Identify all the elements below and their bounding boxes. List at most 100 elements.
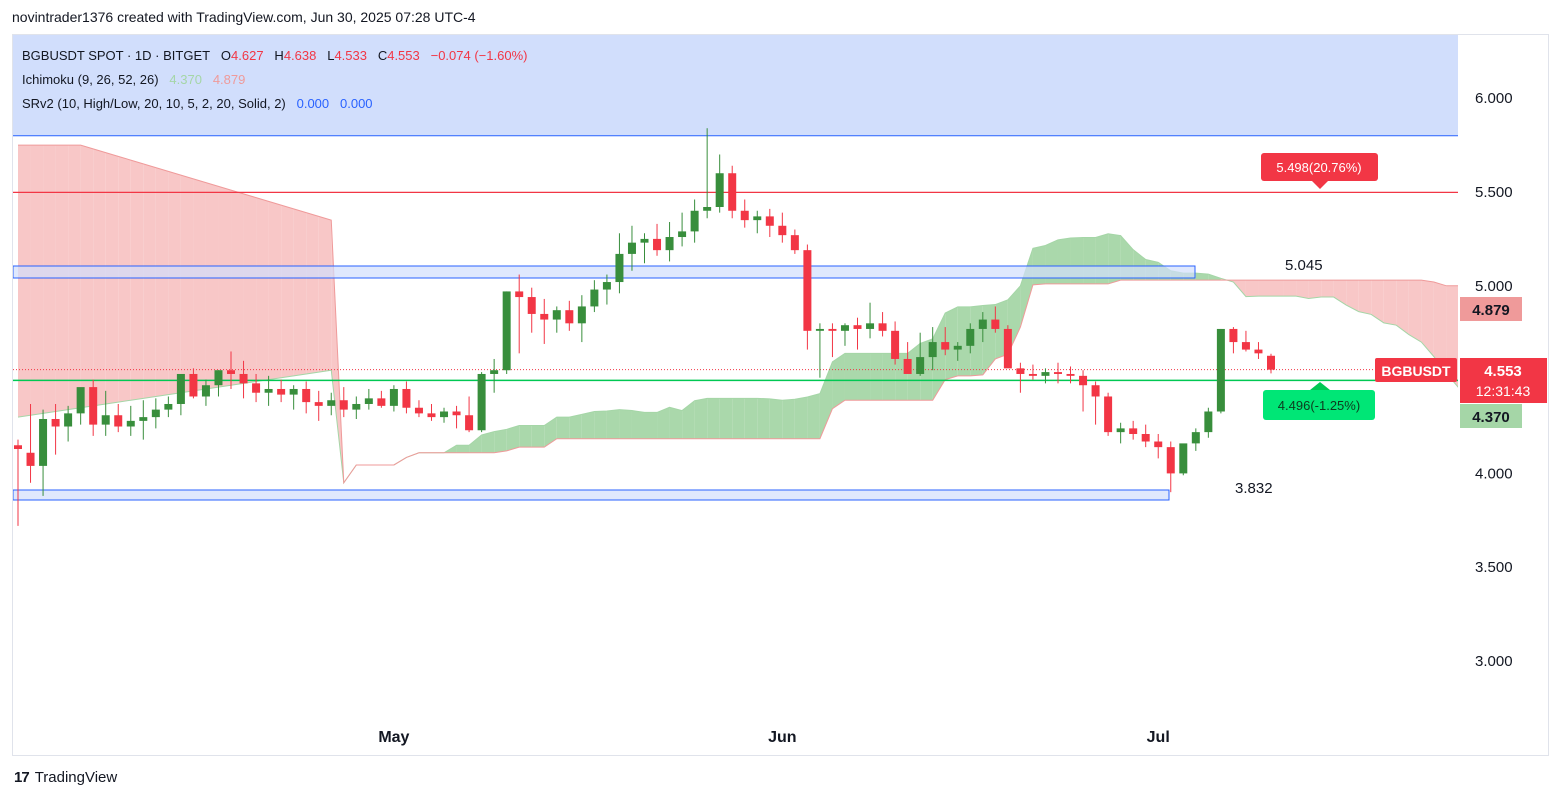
ichimoku-cloud-segment xyxy=(644,412,658,439)
candle-body xyxy=(828,328,837,331)
y-axis-tick-label: 3.000 xyxy=(1475,653,1513,670)
zone-label-mid: 5.045 xyxy=(1285,257,1323,274)
ichimoku-span-b-badge: 4.879 xyxy=(1472,302,1510,319)
candle-body xyxy=(1229,328,1238,343)
candle-body xyxy=(1116,428,1125,433)
ichimoku-cloud-segment xyxy=(1559,310,1563,404)
candle-body xyxy=(815,328,824,331)
legend-ichimoku-row[interactable]: Ichimoku (9, 26, 52, 26) 4.370 4.879 xyxy=(22,68,527,92)
ichimoku-cloud-segment xyxy=(782,399,795,439)
legend-close: 4.553 xyxy=(387,48,420,63)
candle-body xyxy=(590,289,599,307)
candle-body xyxy=(627,242,636,254)
candle-body xyxy=(866,323,875,329)
ichimoku-cloud-segment xyxy=(1433,282,1447,374)
chart-frame[interactable] xyxy=(12,34,1549,756)
y-axis-tick-label: 6.000 xyxy=(1475,90,1513,107)
ichimoku-cloud-segment xyxy=(30,145,44,416)
ichimoku-cloud-segment xyxy=(1383,280,1397,326)
candle-body xyxy=(1129,428,1138,435)
last-price-badge-bg xyxy=(1460,358,1547,403)
candle-body xyxy=(139,417,148,421)
candle-body xyxy=(314,402,323,406)
candle-body xyxy=(878,323,887,331)
candle-body xyxy=(440,411,449,418)
candle-body xyxy=(1154,441,1163,448)
candle-body xyxy=(515,291,524,298)
y-axis-tick-label: 3.500 xyxy=(1475,559,1513,576)
chart-attribution: novintrader1376 created with TradingView… xyxy=(12,9,476,25)
candle-body xyxy=(14,445,22,450)
candle-body xyxy=(602,282,611,290)
ichimoku-cloud-segment xyxy=(130,160,144,401)
ichimoku-cloud-segment xyxy=(268,201,282,380)
candle-body xyxy=(1104,396,1113,433)
ichimoku-cloud-segment xyxy=(1396,280,1409,335)
ichimoku-cloud-segment xyxy=(1296,280,1309,299)
ichimoku-cloud-segment xyxy=(870,353,883,401)
x-axis-tick-label: May xyxy=(378,729,409,746)
candle-body xyxy=(176,373,185,404)
ichimoku-cloud-segment xyxy=(118,156,131,403)
ichimoku-cloud-segment xyxy=(1283,280,1297,297)
ichimoku-cloud-segment xyxy=(669,407,683,439)
candle-body xyxy=(552,310,561,320)
legend-srv2-row[interactable]: SRv2 (10, High/Low, 20, 10, 5, 2, 20, So… xyxy=(22,92,527,116)
candle-body xyxy=(1091,385,1100,397)
ichimoku-span-a-badge-bg xyxy=(1460,404,1522,428)
candle-body xyxy=(1241,342,1250,350)
y-axis-tick-label: 4.000 xyxy=(1475,465,1513,482)
candle-body xyxy=(452,411,461,416)
ichimoku-cloud-segment xyxy=(619,409,632,439)
candle-body xyxy=(201,385,210,397)
ichimoku-cloud-segment xyxy=(581,411,595,439)
candle-body xyxy=(1267,355,1275,370)
ichimoku-cloud-segment xyxy=(606,409,620,439)
ichimoku-cloud-segment xyxy=(556,417,570,439)
candle-body xyxy=(414,407,423,414)
candle-body xyxy=(164,403,173,410)
candle-body xyxy=(1079,375,1088,386)
ichimoku-cloud-segment xyxy=(293,208,307,376)
candle-body xyxy=(252,383,261,393)
ichimoku-cloud-segment xyxy=(281,205,294,378)
candle-body xyxy=(327,400,336,406)
plot-area: 5.045 3.832 5.498(20.76%) 4.496(-1.25%) xyxy=(13,35,1563,526)
candle-body xyxy=(1216,328,1225,412)
candle-body xyxy=(264,388,273,393)
candle-body xyxy=(653,238,662,251)
candle-body xyxy=(364,398,373,404)
x-axis-tick-label: Jul xyxy=(1147,729,1170,746)
candle-body xyxy=(239,373,248,384)
candle-body xyxy=(1179,443,1188,474)
candle-body xyxy=(891,330,900,359)
hline-green-label-pointer xyxy=(1310,382,1330,390)
ichimoku-cloud-segment xyxy=(494,429,507,453)
tradingview-branding[interactable]: 17 TradingView xyxy=(14,769,117,786)
ichimoku-cloud-segment xyxy=(757,398,770,439)
candle-body xyxy=(1191,432,1200,444)
candle-body xyxy=(678,231,687,238)
ichimoku-cloud-segment xyxy=(1358,280,1372,315)
ichimoku-cloud-segment xyxy=(932,313,946,401)
ichimoku-cloud-segment xyxy=(657,407,670,439)
candle-body xyxy=(1003,328,1012,369)
ichimoku-cloud-segment xyxy=(168,171,181,395)
ichimoku-cloud-segment xyxy=(857,353,871,401)
candle-body xyxy=(778,225,787,236)
ichimoku-cloud-segment xyxy=(318,216,332,373)
ichimoku-cloud-segment xyxy=(694,398,708,439)
legend-symbol-row[interactable]: BGBUSDT SPOT · 1D · BITGET O4.627 H4.638… xyxy=(22,44,527,68)
ichimoku-cloud-segment xyxy=(18,145,31,418)
ichimoku-cloud-segment xyxy=(957,306,971,376)
candle-body xyxy=(339,400,348,410)
tradingview-logo-text: TradingView xyxy=(34,769,118,786)
ichimoku-cloud-segment xyxy=(1245,280,1259,297)
candle-body xyxy=(1028,373,1037,376)
ichimoku-cloud-segment xyxy=(531,425,545,448)
hline-green-label-bg xyxy=(1263,390,1375,420)
candle-body xyxy=(490,370,499,374)
candle-body xyxy=(465,415,474,431)
candle-body xyxy=(277,388,286,395)
